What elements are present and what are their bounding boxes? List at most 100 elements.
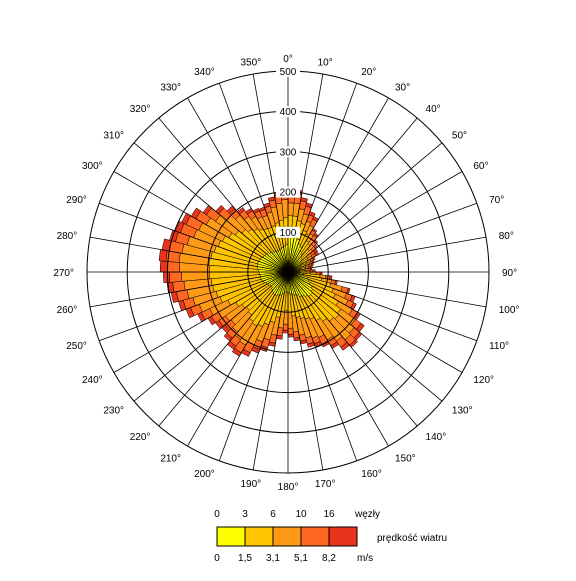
- ring-label-bg: [276, 186, 300, 198]
- direction-label: 60°: [473, 161, 488, 172]
- direction-label: 210°: [160, 453, 181, 464]
- bar-segment: [223, 332, 233, 342]
- bar-segment: [158, 249, 168, 262]
- bar-segment: [231, 348, 242, 357]
- grid-spoke: [98, 271, 289, 342]
- direction-label: 10°: [318, 57, 333, 68]
- grid-spoke: [287, 171, 463, 273]
- grid-spoke: [287, 271, 358, 462]
- legend-ms-label: 3,1: [266, 553, 280, 564]
- direction-label: 130°: [452, 406, 473, 417]
- direction-label: 320°: [130, 104, 151, 115]
- direction-label: 0°: [283, 54, 293, 65]
- direction-label: 40°: [426, 104, 441, 115]
- bar-segment: [300, 197, 308, 203]
- legend-knots-label: 0: [214, 509, 220, 520]
- direction-label: 150°: [395, 453, 416, 464]
- bar-segment: [282, 323, 289, 331]
- direction-labels-layer: 0° 10° 20° 30° 40° 50° 60° 70° 80° 90° 100° 110° 120…: [53, 54, 519, 493]
- legend-swatch: [300, 526, 330, 547]
- bar-segment: [163, 271, 171, 284]
- grid-spoke: [98, 202, 289, 273]
- direction-label: 90°: [502, 268, 517, 279]
- legend-swatch: [216, 526, 246, 547]
- bar-segment: [159, 260, 169, 273]
- legend-knots-label: 3: [242, 509, 248, 520]
- legend-ms-label: 8,2: [322, 553, 336, 564]
- bar-segment: [287, 327, 294, 335]
- legend-ms-label: 5,1: [294, 553, 308, 564]
- legend-swatch: [328, 526, 358, 547]
- bar-segment: [282, 329, 289, 334]
- bar-segment: [319, 271, 323, 276]
- direction-label: 230°: [103, 406, 124, 417]
- legend-ms-unit: m/s: [357, 553, 373, 564]
- direction-label: 120°: [473, 375, 494, 386]
- direction-label: 240°: [82, 375, 103, 386]
- bar-segment: [307, 341, 315, 348]
- bar-segment: [308, 211, 316, 217]
- grid-layer: [86, 70, 490, 474]
- grid-spoke: [287, 142, 443, 273]
- grid-spoke: [113, 271, 289, 373]
- grid-spoke: [287, 117, 418, 273]
- grid-spoke: [287, 97, 389, 273]
- grid-spoke: [133, 271, 289, 402]
- grid-spoke: [287, 271, 478, 342]
- direction-label: 80°: [499, 231, 514, 242]
- legend-title: prędkość wiatru: [377, 533, 447, 544]
- bar-segment: [169, 271, 183, 283]
- direction-label: 280°: [57, 231, 78, 242]
- grid-spoke: [89, 236, 289, 273]
- legend-swatch: [272, 526, 302, 547]
- direction-label: 260°: [57, 305, 78, 316]
- grid-spoke: [89, 271, 289, 308]
- legend-knots-unit: węzły: [354, 509, 380, 520]
- direction-label: 270°: [53, 268, 74, 279]
- legend-swatch: [244, 526, 274, 547]
- ring-label: 200: [280, 188, 297, 199]
- ring-label-bg: [276, 66, 300, 77]
- legend-knots-label: 16: [323, 509, 335, 520]
- direction-label: 20°: [361, 67, 376, 78]
- grid-spoke: [287, 271, 487, 308]
- legend: węzły prędkość wiatru m/s 0 0 3 1,5 6 3,1 10 5,…: [214, 509, 447, 564]
- ring-label: 500: [280, 67, 297, 78]
- direction-label: 70°: [489, 195, 504, 206]
- ring-label: 300: [280, 147, 297, 158]
- direction-label: 350°: [240, 57, 261, 68]
- grid-spoke: [158, 271, 289, 427]
- direction-label: 50°: [452, 130, 467, 141]
- grid-spoke: [218, 82, 289, 273]
- grid-spoke: [287, 271, 389, 447]
- legend-knots-label: 10: [295, 509, 307, 520]
- ring-labels-layer: 100 200 300 400 500: [276, 66, 300, 239]
- bar-segment: [236, 207, 245, 215]
- bar-segment: [190, 207, 202, 220]
- direction-label: 300°: [82, 161, 103, 172]
- legend-knots-label: 6: [270, 509, 276, 520]
- ring-label: 400: [280, 107, 297, 118]
- bar-segment: [287, 333, 294, 338]
- grid-spoke: [133, 142, 289, 273]
- direction-label: 110°: [489, 341, 509, 352]
- direction-label: 170°: [315, 479, 336, 490]
- grid-spoke: [287, 82, 358, 273]
- grid-spoke: [187, 271, 289, 447]
- bar-segment: [293, 337, 301, 342]
- ring-label: 100: [280, 228, 297, 239]
- direction-label: 30°: [395, 83, 410, 94]
- grid-spoke: [252, 271, 289, 471]
- grid-spoke: [218, 271, 289, 462]
- direction-label: 140°: [426, 432, 447, 443]
- legend-ms-label: 1,5: [238, 553, 252, 564]
- direction-label: 340°: [194, 67, 215, 78]
- direction-label: 250°: [66, 341, 87, 352]
- grid-spoke: [287, 73, 324, 273]
- ring-label-bg: [276, 226, 300, 238]
- grid-spoke: [287, 271, 418, 427]
- grid-spoke: [252, 73, 289, 273]
- direction-label: 100°: [499, 305, 520, 316]
